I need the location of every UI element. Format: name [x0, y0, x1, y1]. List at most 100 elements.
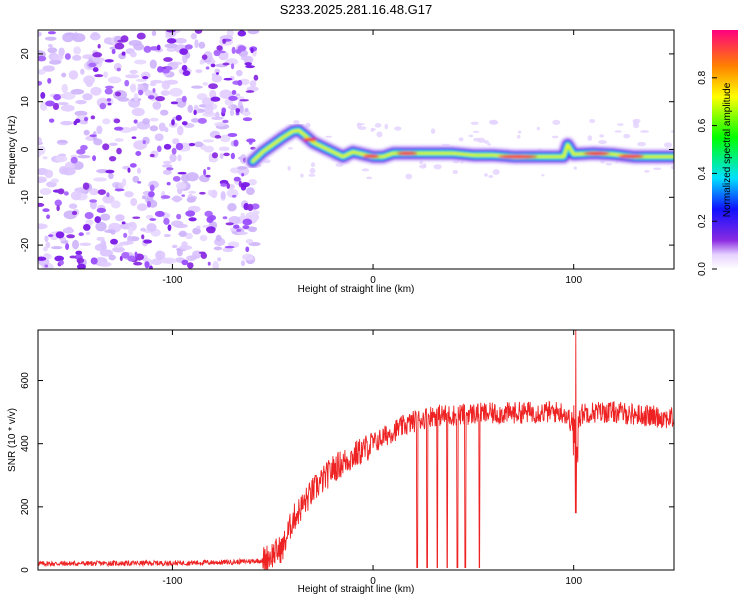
bot-yticks-label-1: 200: [20, 498, 31, 515]
noise-blob-strong: [134, 251, 138, 258]
noise-blob: [215, 234, 222, 242]
noise-blob-strong: [181, 194, 186, 197]
noise-blob-strong: [90, 115, 96, 120]
noise-blob-strong: [46, 214, 51, 219]
top-yticks-label-0: -20: [20, 237, 31, 252]
noise-blob-strong: [210, 63, 216, 68]
noise-blob-strong: [120, 35, 129, 43]
noise-blob-strong: [188, 142, 196, 147]
noise-blob-strong: [115, 91, 122, 97]
noise-blob-strong: [231, 89, 237, 95]
noise-blob: [133, 42, 145, 51]
noise-blob: [171, 244, 178, 249]
noise-blob-strong: [138, 89, 144, 96]
noise-blob: [149, 59, 157, 69]
noise-blob: [89, 32, 101, 41]
noise-blob-strong: [149, 218, 157, 221]
noise-blob-strong: [70, 156, 78, 164]
noise-blob-strong: [94, 74, 104, 78]
noise-blob: [149, 125, 159, 132]
colorbar: 0.0 0.2 0.4 0.6 0.8 Normalized spectral ampl…: [697, 30, 738, 276]
noise-blob: [209, 89, 217, 99]
noise-blob-strong: [38, 80, 43, 86]
snr-y-label: SNR (10 * v/v): [7, 408, 18, 472]
noise-blob-strong: [208, 83, 218, 90]
ridge-hot-3: [497, 154, 538, 159]
ridge-hot-2: [397, 151, 418, 156]
noise-blob-strong: [170, 101, 179, 105]
colorbar-tick-label-1: 0.2: [697, 214, 708, 228]
frequency-ridge: [244, 122, 674, 170]
noise-blob-strong: [216, 50, 226, 54]
noise-blob: [217, 257, 222, 262]
noise-blob: [62, 167, 76, 176]
noise-blob-strong: [97, 189, 107, 196]
noise-blob-strong: [99, 102, 107, 110]
bot-xticks-label-0: -100: [162, 576, 182, 587]
noise-blob-strong: [235, 108, 241, 113]
noise-speckle: [405, 173, 413, 180]
noise-blob: [227, 203, 237, 212]
noise-blob-strong: [54, 255, 65, 262]
noise-blob: [85, 79, 94, 88]
noise-speckle: [358, 126, 367, 130]
noise-blob: [236, 231, 248, 236]
noise-blob-strong: [48, 118, 55, 123]
noise-speckle: [384, 123, 389, 130]
noise-blob: [194, 39, 199, 49]
chart-title: S233.2025.281.16.48.G17: [280, 2, 433, 17]
noise-blob-strong: [233, 224, 240, 229]
noise-blob-strong: [48, 234, 54, 237]
noise-speckle: [370, 128, 375, 133]
noise-blob: [175, 97, 183, 103]
noise-blob: [240, 212, 246, 221]
noise-blob: [199, 234, 208, 242]
noise-blob-strong: [71, 210, 78, 216]
noise-blob: [112, 246, 125, 253]
noise-blob-strong: [116, 67, 121, 72]
noise-blob-strong: [104, 59, 114, 63]
noise-blob: [185, 232, 193, 240]
noise-blob-strong: [38, 202, 45, 207]
ridge-hot-5: [617, 154, 644, 159]
noise-blob: [141, 195, 147, 200]
noise-blob: [38, 223, 48, 230]
noise-blob-strong: [102, 143, 110, 151]
noise-blob-strong: [104, 88, 113, 95]
noise-blob: [249, 80, 257, 88]
noise-blob: [198, 41, 206, 49]
noise-blob: [227, 105, 233, 109]
noise-blob-strong: [244, 62, 252, 66]
noise-blob-strong: [205, 174, 211, 178]
noise-blob: [228, 216, 241, 225]
ridge-hot-1: [363, 154, 380, 158]
noise-blob-strong: [179, 48, 188, 55]
top-yticks-label-4: 20: [20, 48, 31, 60]
noise-blob-strong: [193, 109, 197, 116]
noise-blob: [191, 118, 200, 123]
noise-blob: [68, 70, 79, 80]
noise-speckle: [374, 123, 382, 128]
snr-series-line: [38, 330, 674, 570]
noise-blob: [160, 109, 169, 116]
noise-blob-strong: [92, 155, 97, 162]
noise-blob: [50, 54, 64, 61]
noise-speckle: [309, 167, 316, 174]
noise-blob-strong: [181, 95, 187, 103]
noise-blob: [44, 36, 57, 41]
noise-blob: [192, 227, 201, 235]
colorbar-tick-label-0: 0.0: [697, 262, 708, 276]
noise-speckle: [394, 126, 402, 131]
noise-blob-strong: [133, 261, 143, 266]
noise-blob: [245, 211, 258, 221]
noise-blob-strong: [166, 181, 171, 186]
noise-blob: [47, 43, 53, 48]
noise-blob: [218, 146, 230, 152]
noise-blob-strong: [121, 221, 126, 225]
noise-blob: [57, 101, 69, 106]
noise-blob-strong: [214, 134, 222, 139]
noise-blob: [166, 47, 177, 53]
noise-blob: [100, 213, 111, 221]
noise-blob-strong: [59, 260, 64, 266]
noise-blob-strong: [149, 184, 155, 192]
